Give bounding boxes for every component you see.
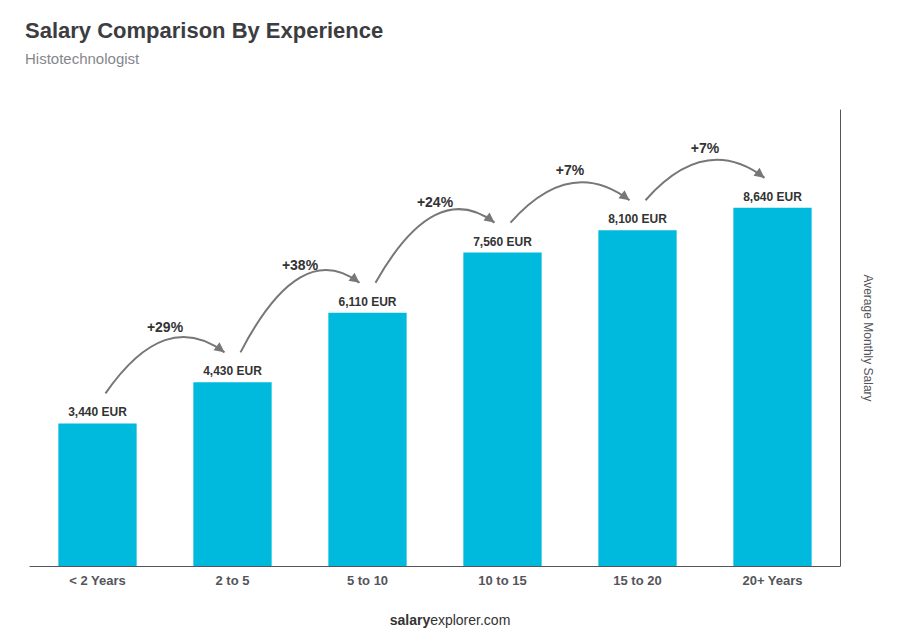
svg-text:+29%: +29% [147, 319, 184, 335]
svg-text:20+ Years: 20+ Years [742, 573, 802, 588]
svg-text:8,640 EUR: 8,640 EUR [743, 190, 802, 204]
svg-text:10 to 15: 10 to 15 [478, 573, 526, 588]
svg-text:salary: salary [390, 612, 431, 628]
svg-text:+24%: +24% [417, 194, 454, 210]
svg-text:15 to 20: 15 to 20 [613, 573, 661, 588]
svg-text:+38%: +38% [282, 257, 319, 273]
svg-text:< 2 Years: < 2 Years [69, 573, 126, 588]
svg-text:3,440 EUR: 3,440 EUR [68, 405, 127, 419]
svg-text:+7%: +7% [691, 140, 720, 156]
svg-text:4,430 EUR: 4,430 EUR [203, 364, 262, 378]
svg-text:Histotechnologist: Histotechnologist [25, 50, 140, 67]
svg-text:Salary Comparison By Experienc: Salary Comparison By Experience [25, 18, 383, 43]
svg-text:8,100 EUR: 8,100 EUR [608, 212, 667, 226]
svg-text:+7%: +7% [556, 162, 585, 178]
svg-text:6,110 EUR: 6,110 EUR [338, 295, 396, 309]
svg-text:7,560 EUR: 7,560 EUR [473, 235, 532, 249]
svg-text:explorer.com: explorer.com [430, 612, 510, 628]
svg-text:Average Monthly Salary: Average Monthly Salary [861, 274, 875, 401]
svg-text:5 to 10: 5 to 10 [347, 573, 388, 588]
svg-text:2 to 5: 2 to 5 [216, 573, 250, 588]
